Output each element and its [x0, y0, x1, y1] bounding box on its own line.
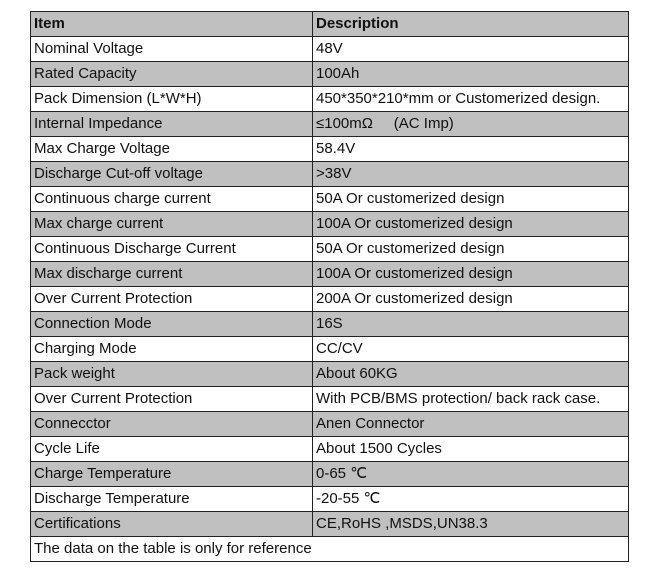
row-item: Nominal Voltage [30, 36, 313, 62]
row-item: Continuous Discharge Current [30, 236, 313, 262]
table-row: Pack Dimension (L*W*H) 450*350*210*mm or… [30, 86, 629, 112]
row-description: About 1500 Cycles [312, 436, 629, 462]
row-description: 16S [312, 311, 629, 337]
row-description: With PCB/BMS protection/ back rack case. [312, 386, 629, 412]
table-row: Continuous charge current 50A Or custome… [30, 186, 629, 212]
row-item: Internal Impedance [30, 111, 313, 137]
table-row: Discharge Temperature -20-55 ℃ [30, 486, 629, 512]
row-item: Connecctor [30, 411, 313, 437]
row-description: 50A Or customerized design [312, 236, 629, 262]
table-row: Rated Capacity 100Ah [30, 61, 629, 87]
table-row: Continuous Discharge Current 50A Or cust… [30, 236, 629, 262]
row-item: Charge Temperature [30, 461, 313, 487]
row-item: Charging Mode [30, 336, 313, 362]
table-row: Max discharge current 100A Or customeriz… [30, 261, 629, 287]
row-description: -20-55 ℃ [312, 486, 629, 512]
table-row: Discharge Cut-off voltage >38V [30, 161, 629, 187]
header-description: Description [312, 11, 629, 37]
row-description: CE,RoHS ,MSDS,UN38.3 [312, 511, 629, 537]
table-row: Cycle Life About 1500 Cycles [30, 436, 629, 462]
row-item: Certifications [30, 511, 313, 537]
table-row: Over Current Protection 200A Or customer… [30, 286, 629, 312]
row-item: Max Charge Voltage [30, 136, 313, 162]
row-item: Over Current Protection [30, 286, 313, 312]
table-row: Max charge current 100A Or customerized … [30, 211, 629, 237]
row-item: Max charge current [30, 211, 313, 237]
table-row: Max Charge Voltage 58.4V [30, 136, 629, 162]
specification-table-body: Item Description Nominal Voltage 48V Rat… [30, 11, 629, 562]
row-item: Rated Capacity [30, 61, 313, 87]
table-row: Connection Mode 16S [30, 311, 629, 337]
table-row: Connecctor Anen Connector [30, 411, 629, 437]
row-description: Anen Connector [312, 411, 629, 437]
header-item: Item [30, 11, 313, 37]
row-description: 450*350*210*mm or Customerized design. [312, 86, 629, 112]
table-row: Internal Impedance ≤100mΩ (AC Imp) [30, 111, 629, 137]
row-description: 50A Or customerized design [312, 186, 629, 212]
table-row: Over Current Protection With PCB/BMS pro… [30, 386, 629, 412]
row-description: 100A Or customerized design [312, 211, 629, 237]
row-description: 58.4V [312, 136, 629, 162]
table-row: Nominal Voltage 48V [30, 36, 629, 62]
row-description: ≤100mΩ (AC Imp) [312, 111, 629, 137]
row-item: Max discharge current [30, 261, 313, 287]
row-description: 0-65 ℃ [312, 461, 629, 487]
row-description: About 60KG [312, 361, 629, 387]
table-row: Charge Temperature 0-65 ℃ [30, 461, 629, 487]
table-note: The data on the table is only for refere… [30, 536, 629, 562]
row-description: 200A Or customerized design [312, 286, 629, 312]
row-item: Continuous charge current [30, 186, 313, 212]
row-description: CC/CV [312, 336, 629, 362]
row-item: Connection Mode [30, 311, 313, 337]
row-item: Cycle Life [30, 436, 313, 462]
row-item: Pack Dimension (L*W*H) [30, 86, 313, 112]
table-note-row: The data on the table is only for refere… [30, 536, 629, 562]
row-item: Over Current Protection [30, 386, 313, 412]
table-header-row: Item Description [30, 11, 629, 37]
row-description: 48V [312, 36, 629, 62]
table-row: Charging Mode CC/CV [30, 336, 629, 362]
row-description: >38V [312, 161, 629, 187]
row-description: 100Ah [312, 61, 629, 87]
row-item: Discharge Cut-off voltage [30, 161, 313, 187]
row-item: Pack weight [30, 361, 313, 387]
specification-table: Item Description Nominal Voltage 48V Rat… [30, 11, 629, 562]
row-item: Discharge Temperature [30, 486, 313, 512]
table-row: Certifications CE,RoHS ,MSDS,UN38.3 [30, 511, 629, 537]
table-row: Pack weight About 60KG [30, 361, 629, 387]
row-description: 100A Or customerized design [312, 261, 629, 287]
